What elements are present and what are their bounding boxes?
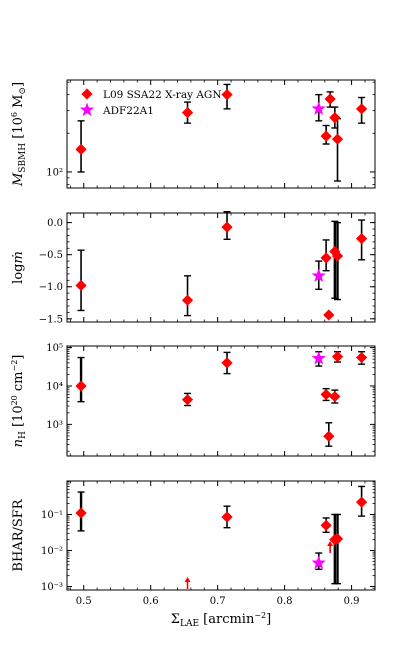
data-point-diamond (181, 394, 194, 406)
data-point-diamond (75, 279, 87, 292)
y-tick-label: 10⁻³ (41, 582, 63, 593)
panel-smbh-mass: 10² MSBMH [106 M⊙] (10, 79, 376, 189)
legend-label: ADF22A1 (102, 105, 154, 117)
y-tick-label: 10³ (46, 420, 63, 431)
data-point-diamond (324, 93, 336, 105)
data-point-diamond (221, 357, 233, 369)
data-point-diamond (320, 130, 332, 142)
y-tick-label: −1.0 (39, 282, 63, 293)
axes-frame (66, 480, 376, 591)
x-tick-label: 0.6 (143, 596, 159, 607)
data-point-diamond (323, 309, 335, 321)
legend-label: L09 SSA22 X-ray AGN (103, 89, 222, 101)
data-point-diamond (75, 380, 87, 392)
y-axis-label: BHAR/SFR (11, 498, 26, 571)
y-axis-label: nH [1020 cm−2] (10, 355, 28, 448)
data-point-star (311, 350, 326, 365)
data-point-diamond (221, 89, 233, 101)
data-point-diamond (329, 390, 341, 403)
data-point-diamond (329, 245, 341, 258)
y-tick-label: 10⁵ (46, 343, 63, 354)
data-point-diamond (320, 252, 332, 264)
data-point-diamond (331, 250, 344, 262)
data-point-diamond (329, 111, 341, 124)
y-axis-label: MSBMH [106 M⊙] (10, 82, 28, 187)
data-point-diamond (181, 294, 194, 306)
data-point-diamond (331, 133, 344, 145)
y-tick-label: 10⁻¹ (41, 510, 63, 521)
data-point-diamond (356, 103, 368, 115)
y-axis-label: logṁ (11, 251, 26, 284)
x-axis-label: ΣLAE [arcmin−2] (171, 611, 271, 629)
y-tick-label: 10⁴ (46, 381, 63, 392)
data-point-diamond (323, 430, 335, 442)
data-point-diamond (320, 388, 332, 401)
y-tick-label: 10⁻² (41, 546, 63, 557)
data-point-diamond (221, 221, 233, 233)
data-point-diamond (331, 533, 344, 545)
lower-limit-arrowhead (184, 577, 191, 582)
x-tick-label: 0.9 (344, 596, 360, 607)
axes-frame (66, 79, 376, 189)
legend-diamond-marker (81, 88, 93, 100)
legend: L09 SSA22 X-ray AGN ADF22A1 (79, 88, 222, 117)
data-point-star (311, 268, 326, 282)
data-point-star (311, 555, 326, 570)
legend-star-marker (79, 102, 95, 117)
x-tick-label: 0.7 (210, 596, 226, 607)
panel-bhar-sfr: 10⁻³ 10⁻² 10⁻¹ BHAR/SFR 0.5 0.6 0.7 0.8 0.9 ΣLAE … (11, 480, 376, 629)
axes-frame (66, 212, 376, 323)
panel-column-density: 10³ 10⁴ 10⁵ nH [1020 cm−2] (10, 343, 376, 457)
panel-eddington-ratio: 0.0 −0.5 −1.0 −1.5 logṁ (11, 211, 376, 325)
data-point-diamond (320, 519, 332, 531)
x-tick-label: 0.8 (277, 596, 293, 607)
data-point-diamond (75, 143, 87, 155)
data-point-diamond (331, 351, 344, 363)
y-tick-label: 10² (46, 167, 63, 178)
data-point-diamond (356, 351, 368, 364)
lower-limit-arrowhead (327, 541, 334, 547)
data-point-diamond (181, 106, 194, 119)
data-point-star (311, 101, 326, 115)
data-point-diamond (356, 496, 368, 508)
data-point-diamond (356, 233, 368, 245)
data-point-diamond (221, 511, 233, 523)
x-tick-label: 0.5 (76, 596, 92, 607)
y-tick-label: 0.0 (47, 218, 63, 229)
data-point-diamond (75, 507, 87, 519)
y-tick-label: −0.5 (39, 250, 63, 261)
y-tick-label: −1.5 (39, 314, 63, 325)
